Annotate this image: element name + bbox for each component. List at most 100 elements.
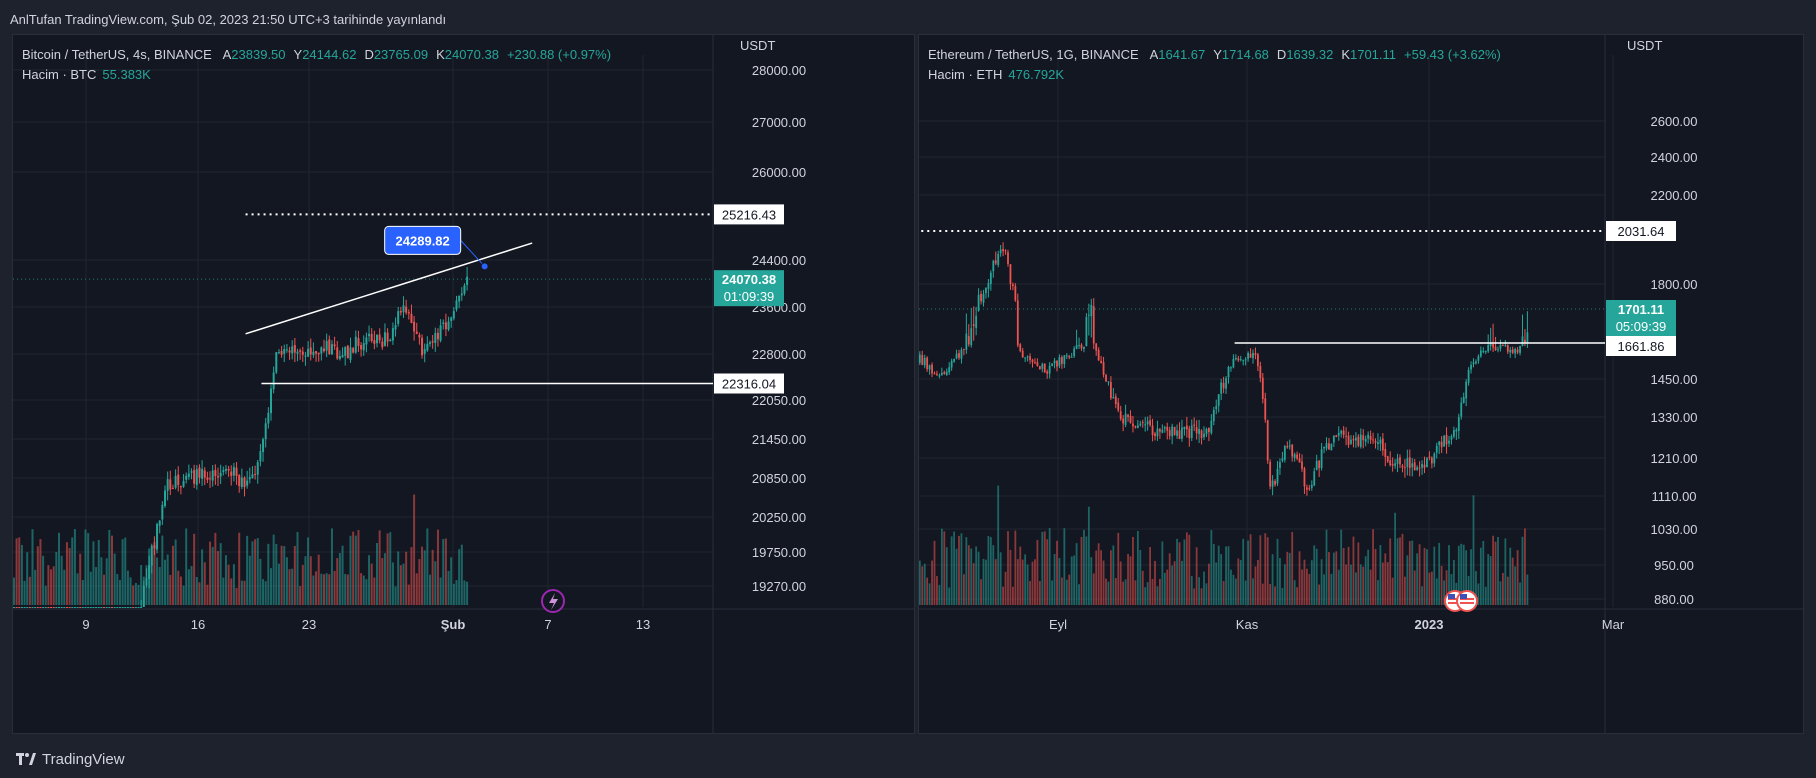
volume-bar (1521, 536, 1524, 605)
volume-bar (126, 570, 129, 605)
volume-bar (325, 573, 328, 605)
volume-bar (1450, 574, 1453, 605)
currency-label-btc: USDT (740, 38, 775, 53)
volume-bar (442, 539, 445, 605)
candle-body (1362, 435, 1365, 441)
price-level-badge-eth[interactable]: 2031.64 (1606, 221, 1676, 241)
volume-bar (1048, 528, 1051, 605)
symbol-title-eth[interactable]: Ethereum / TetherUS, 1G, BINANCE (928, 47, 1139, 62)
candle-body (994, 260, 997, 264)
candle-body (352, 348, 355, 353)
candle-body (1002, 249, 1005, 252)
volume-bar (87, 533, 90, 605)
candle-body (381, 341, 384, 348)
candle-body (999, 249, 1002, 254)
candle-body (169, 479, 172, 490)
candle-body (1457, 417, 1460, 431)
candle-body (1117, 402, 1120, 411)
candle-body (1274, 481, 1276, 485)
low-label-btc: D (364, 47, 374, 62)
chart-canvas-eth[interactable]: 2600.00 2400.00 2200.00 1800.00 1450.00 1330.… (919, 35, 1804, 734)
candle-body (254, 473, 257, 475)
price-level-badge-btc[interactable]: 25216.43 (714, 204, 784, 225)
volume-bar (1283, 564, 1286, 605)
candle-body (1497, 349, 1499, 351)
volume-bar (304, 556, 307, 605)
candle-body (1100, 360, 1103, 363)
candle-body (1423, 464, 1426, 468)
volume-bar (1149, 546, 1152, 605)
trendline-price-callout[interactable] (384, 225, 462, 255)
volume-bar (1092, 573, 1095, 605)
candle-body (301, 351, 304, 355)
footer-brand[interactable]: TradingView (0, 740, 1816, 778)
volume-bar (1090, 557, 1093, 605)
last-price-badge-btc[interactable]: 24070.38 01:09:39 (714, 270, 784, 307)
candle-body (240, 477, 243, 487)
price-tick-label: 950.00 (1654, 558, 1694, 573)
candle-body (410, 313, 413, 323)
candle-body (389, 339, 392, 342)
price-level-badge-btc[interactable]: 22316.04 (714, 373, 784, 394)
candle-body (965, 333, 968, 350)
volume-bar (169, 574, 172, 605)
candle-body (975, 315, 978, 329)
volume-bar (118, 580, 121, 605)
volume-bar (68, 548, 71, 605)
candle-body (1021, 350, 1024, 358)
price-axis-eth[interactable]: 2600.00 2400.00 2200.00 1800.00 1450.00 1330.… (1651, 114, 1698, 607)
candle-body (1318, 460, 1321, 469)
chart-canvas-btc[interactable]: 24289.82 28000.00 27000.00 26000.00 24400.00… (13, 35, 915, 734)
volume-bar (1193, 588, 1196, 605)
volume-bar (1254, 566, 1257, 605)
volume-bar (156, 557, 159, 605)
volume-bar (1404, 576, 1406, 605)
chart-panel-btc[interactable]: Bitcoin / TetherUS, 4s, BINANCE A23839.5… (12, 34, 915, 734)
candle-body (373, 340, 376, 344)
volume-bar (1144, 587, 1147, 605)
candle-body (1163, 427, 1166, 429)
trendline[interactable] (245, 242, 533, 335)
volume-bar (985, 559, 987, 605)
volume-bar (921, 566, 924, 605)
volume-value-eth: 476.792K (1008, 67, 1065, 82)
candle-body (1132, 423, 1134, 427)
candle-body (338, 356, 341, 360)
volume-bar (256, 538, 259, 605)
candle-body (368, 333, 371, 337)
candle-body (1394, 463, 1397, 466)
price-level-badge-bg (1606, 336, 1676, 356)
candle-body (13, 607, 15, 608)
volume-bar (1416, 553, 1419, 605)
candle-body (1159, 429, 1161, 432)
volume-bar (1095, 550, 1098, 605)
volume-bar (963, 574, 965, 605)
candle-body (1129, 415, 1132, 423)
volume-bar (1110, 550, 1112, 605)
us-flag-event-icon[interactable] (1444, 590, 1478, 612)
volume-bar (1497, 536, 1499, 605)
candle-body (936, 373, 938, 375)
volume-bar (1232, 574, 1235, 605)
volume-bar (1056, 540, 1058, 605)
price-level-badge-eth[interactable]: 1661.86 (1606, 336, 1676, 356)
volume-bar (466, 581, 469, 605)
chart-panel-eth[interactable]: Ethereum / TetherUS, 1G, BINANCE A1641.6… (918, 34, 1804, 734)
candle-body (126, 607, 129, 608)
price-axis-btc[interactable]: 28000.0027000.0026000.0024400.0023600.00… (752, 63, 806, 594)
volume-bar (259, 558, 262, 605)
last-price-badge-eth[interactable]: 1701.11 05:09:39 (1606, 300, 1676, 336)
candle-body (111, 607, 113, 608)
volume-bar (164, 559, 166, 605)
volume-bar (376, 543, 378, 605)
flash-event-icon[interactable] (541, 589, 565, 613)
candle-body (1234, 357, 1237, 360)
candle-body (1296, 454, 1299, 459)
symbol-title-btc[interactable]: Bitcoin / TetherUS, 4s, BINANCE (22, 47, 212, 62)
volume-bar (264, 581, 267, 605)
currency-label-eth: USDT (1627, 38, 1662, 53)
volume-bar (1276, 538, 1279, 605)
candle-body (1048, 365, 1051, 374)
volume-bar (999, 552, 1002, 605)
trendline-anchor-point[interactable] (480, 262, 489, 271)
